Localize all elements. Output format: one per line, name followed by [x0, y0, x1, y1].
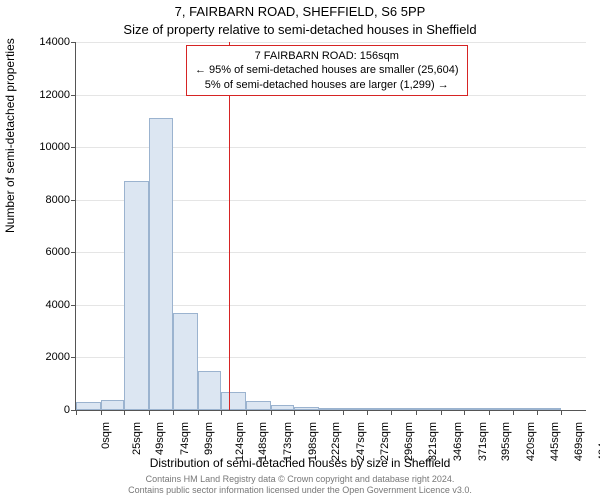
- chart-title-sub: Size of property relative to semi-detach…: [0, 22, 600, 37]
- xtick-label: 321sqm: [428, 422, 440, 461]
- ytick-mark: [71, 147, 76, 148]
- xtick-mark: [391, 410, 392, 415]
- ytick-label: 12000: [10, 89, 70, 101]
- xtick-mark: [416, 410, 417, 415]
- histogram-bar: [416, 408, 441, 410]
- xtick-mark: [561, 410, 562, 415]
- xtick-mark: [489, 410, 490, 415]
- xtick-mark: [441, 410, 442, 415]
- xtick-mark: [149, 410, 150, 415]
- histogram-bar: [198, 371, 222, 410]
- xtick-label: 148sqm: [258, 422, 270, 461]
- ytick-mark: [71, 305, 76, 306]
- xtick-label: 74sqm: [179, 422, 191, 455]
- xtick-label: 247sqm: [355, 422, 367, 461]
- xtick-mark: [319, 410, 320, 415]
- attribution-text: Contains HM Land Registry data © Crown c…: [0, 474, 600, 496]
- ytick-mark: [71, 42, 76, 43]
- xtick-mark: [537, 410, 538, 415]
- xtick-label: 296sqm: [403, 422, 415, 461]
- histogram-bar: [319, 408, 344, 410]
- xtick-mark: [124, 410, 125, 415]
- ytick-label: 10000: [10, 141, 70, 153]
- histogram-bar: [173, 313, 198, 410]
- xtick-label: 445sqm: [549, 422, 561, 461]
- xtick-label: 272sqm: [379, 422, 391, 461]
- histogram-bar: [391, 408, 416, 410]
- xtick-mark: [101, 410, 102, 415]
- histogram-bar: [537, 408, 562, 410]
- xtick-mark: [246, 410, 247, 415]
- xtick-mark: [221, 410, 222, 415]
- histogram-bar: [101, 400, 125, 410]
- marker-line: [229, 42, 230, 410]
- xtick-label: 0sqm: [100, 422, 112, 449]
- ytick-mark: [71, 200, 76, 201]
- gridline: [76, 42, 586, 43]
- histogram-bar: [149, 118, 174, 410]
- marker-line-1: 7 FAIRBARN ROAD: 156sqm: [195, 49, 459, 63]
- ytick-mark: [71, 252, 76, 253]
- chart-title-main: 7, FAIRBARN ROAD, SHEFFIELD, S6 5PP: [0, 4, 600, 19]
- xtick-mark: [271, 410, 272, 415]
- xtick-label: 49sqm: [154, 422, 166, 455]
- histogram-bar: [76, 402, 101, 410]
- xtick-label: 371sqm: [477, 422, 489, 461]
- xtick-mark: [198, 410, 199, 415]
- histogram-bar: [246, 401, 271, 410]
- xtick-label: 124sqm: [234, 422, 246, 461]
- histogram-bar: [221, 392, 246, 410]
- xtick-mark: [173, 410, 174, 415]
- ytick-label: 4000: [10, 299, 70, 311]
- histogram-bar: [513, 408, 537, 410]
- xtick-label: 198sqm: [307, 422, 319, 461]
- xtick-label: 173sqm: [282, 422, 294, 461]
- ytick-label: 14000: [10, 36, 70, 48]
- xtick-label: 222sqm: [330, 422, 342, 461]
- attribution-line-2: Contains public sector information licen…: [128, 485, 472, 495]
- histogram-bar: [464, 408, 489, 410]
- xtick-label: 420sqm: [525, 422, 537, 461]
- histogram-bar: [441, 408, 465, 410]
- histogram-bar: [367, 408, 392, 410]
- marker-line-2: ← 95% of semi-detached houses are smalle…: [195, 63, 459, 77]
- xtick-mark: [464, 410, 465, 415]
- xtick-label: 25sqm: [131, 422, 143, 455]
- histogram-bar: [271, 405, 295, 410]
- ytick-mark: [71, 357, 76, 358]
- xtick-mark: [513, 410, 514, 415]
- histogram-bar: [343, 408, 367, 410]
- histogram-bar: [294, 407, 319, 410]
- xtick-mark: [367, 410, 368, 415]
- attribution-line-1: Contains HM Land Registry data © Crown c…: [146, 474, 455, 484]
- xtick-label: 99sqm: [203, 422, 215, 455]
- marker-annotation: 7 FAIRBARN ROAD: 156sqm← 95% of semi-det…: [186, 45, 468, 96]
- plot-area: 7 FAIRBARN ROAD: 156sqm← 95% of semi-det…: [75, 42, 586, 411]
- ytick-label: 0: [10, 404, 70, 416]
- ytick-label: 6000: [10, 246, 70, 258]
- xtick-mark: [76, 410, 77, 415]
- histogram-bar: [489, 408, 514, 410]
- xtick-label: 346sqm: [452, 422, 464, 461]
- xtick-label: 395sqm: [500, 422, 512, 461]
- xtick-mark: [294, 410, 295, 415]
- histogram-bar: [124, 181, 149, 410]
- marker-line-3: 5% of semi-detached houses are larger (1…: [195, 78, 459, 92]
- ytick-mark: [71, 95, 76, 96]
- ytick-label: 8000: [10, 194, 70, 206]
- xtick-label: 469sqm: [573, 422, 585, 461]
- ytick-label: 2000: [10, 351, 70, 363]
- xtick-mark: [343, 410, 344, 415]
